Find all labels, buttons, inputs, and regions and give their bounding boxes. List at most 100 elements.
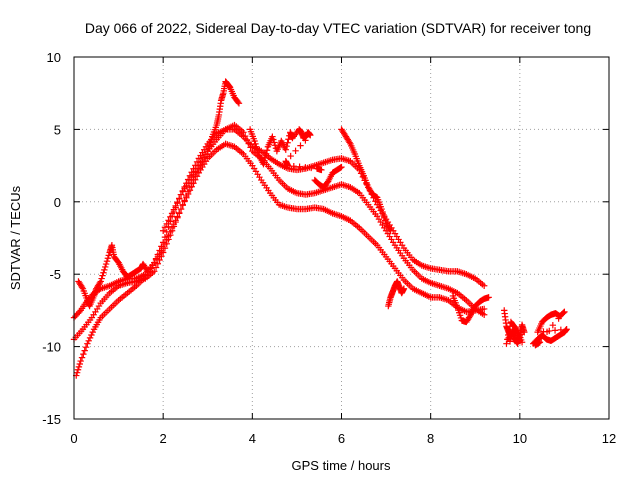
data-point <box>206 142 213 149</box>
data-point <box>521 328 528 336</box>
data-point <box>98 275 105 282</box>
data-point <box>387 227 394 234</box>
data-point <box>190 180 197 187</box>
y-tick-label: -10 <box>42 340 61 355</box>
series-cluster-4h <box>246 126 325 174</box>
data-point <box>151 268 158 275</box>
data-point <box>400 285 408 292</box>
data-point <box>561 308 568 316</box>
data-point <box>168 210 176 217</box>
data-point <box>505 327 513 334</box>
y-tick-label: 0 <box>54 195 61 210</box>
data-point <box>480 311 488 318</box>
data-point <box>144 268 151 275</box>
data-point <box>184 190 192 198</box>
data-point <box>161 240 169 248</box>
data-point <box>381 217 389 224</box>
data-point <box>152 264 160 271</box>
data-point <box>176 195 183 202</box>
x-tick-label: 8 <box>427 431 434 446</box>
data-point <box>254 146 261 153</box>
x-tick-label: 4 <box>249 431 256 446</box>
data-point <box>253 143 260 150</box>
data-point <box>285 136 292 143</box>
data-point <box>76 360 83 368</box>
data-point <box>179 202 186 209</box>
data-point <box>172 217 179 224</box>
data-point <box>183 194 190 201</box>
data-point <box>89 328 96 336</box>
tick-labels: 0 2 4 6 8 10 12 10 5 0 -5 -10 -15 <box>42 50 616 446</box>
data-point <box>76 308 83 316</box>
data-point <box>302 137 309 144</box>
data-point <box>243 136 251 144</box>
y-tick-label: 10 <box>47 50 61 65</box>
data-point <box>242 132 249 140</box>
series-cluster-11h <box>530 308 570 349</box>
data-point <box>235 100 243 107</box>
data-point <box>143 266 150 274</box>
data-point <box>480 305 488 313</box>
data-point <box>560 309 567 316</box>
data-point <box>102 263 109 271</box>
data-point <box>485 294 492 301</box>
data-point <box>105 252 112 259</box>
data-point <box>81 347 88 354</box>
data-point <box>78 354 86 361</box>
data-point <box>73 369 81 376</box>
y-tick-label: 5 <box>54 122 61 137</box>
data-point <box>204 147 211 155</box>
data-point <box>260 160 267 168</box>
data-point <box>78 284 86 291</box>
chart-title: Day 066 of 2022, Sidereal Day-to-day VTE… <box>85 20 591 36</box>
data-points <box>70 78 570 379</box>
data-point <box>159 227 167 234</box>
data-point <box>555 315 562 322</box>
data-point <box>97 278 104 285</box>
data-point <box>176 209 183 217</box>
data-point <box>503 340 510 347</box>
data-point <box>543 328 551 336</box>
data-point <box>88 331 95 339</box>
data-point <box>338 163 345 171</box>
y-axis-label: SDTVAR / TECUs <box>8 185 23 290</box>
data-point <box>174 198 181 206</box>
data-point <box>234 98 242 106</box>
data-point <box>177 205 185 213</box>
x-tick-label: 12 <box>602 431 616 446</box>
data-point <box>167 213 174 221</box>
data-point <box>100 269 107 276</box>
series-tail-8h <box>449 292 492 326</box>
data-point <box>263 147 271 154</box>
data-point <box>207 139 214 146</box>
data-point <box>346 139 353 146</box>
data-point <box>165 232 172 240</box>
series-cluster-10h <box>501 307 528 347</box>
data-point <box>208 136 215 143</box>
data-point <box>379 208 386 216</box>
data-point <box>82 343 90 351</box>
data-point <box>165 217 172 224</box>
data-point <box>282 146 289 153</box>
data-point <box>74 366 82 373</box>
data-point <box>480 282 488 289</box>
data-point <box>292 147 299 155</box>
data-point <box>262 154 269 161</box>
data-point <box>99 272 106 279</box>
data-point <box>247 144 254 151</box>
y-tick-label: -15 <box>42 412 61 427</box>
data-point <box>77 357 84 365</box>
data-point <box>270 139 278 146</box>
data-point <box>381 214 388 221</box>
data-point <box>80 350 87 358</box>
data-point <box>75 363 83 371</box>
data-point <box>159 244 167 252</box>
data-point <box>170 220 178 228</box>
data-point <box>188 183 195 190</box>
data-point <box>290 162 297 170</box>
data-point <box>181 198 188 205</box>
data-point <box>168 224 176 232</box>
series-secondary-6h <box>338 126 394 234</box>
data-point <box>161 224 169 231</box>
